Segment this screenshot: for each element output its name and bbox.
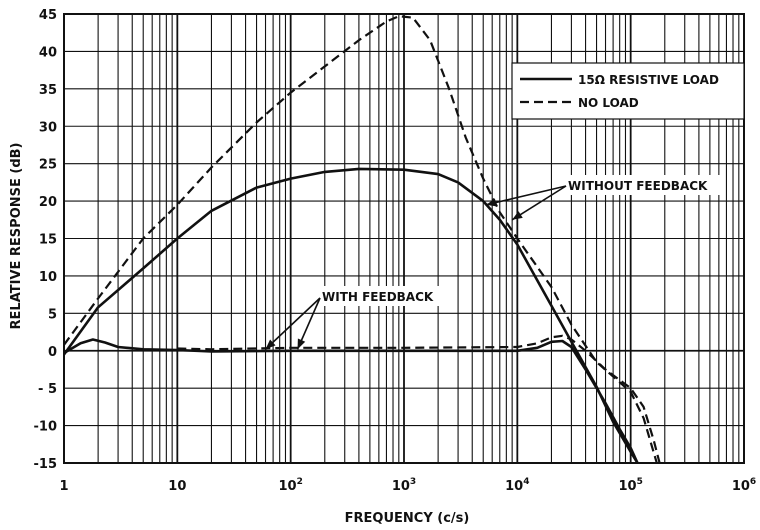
y-tick-labels: 45 40 35 30 25 20 15 10 5 0 - 5 -10 -15 bbox=[34, 8, 58, 472]
y-axis-label: RELATIVE RESPONSE (dB) bbox=[9, 143, 24, 330]
y-tick-label: 40 bbox=[39, 45, 57, 60]
annotation-arrowhead bbox=[512, 211, 523, 220]
annotation-bg bbox=[318, 286, 446, 306]
plot-frame bbox=[63, 13, 745, 464]
annotation-arrowhead bbox=[265, 339, 276, 350]
x-axis-label: FREQUENCY (c/s) bbox=[345, 511, 470, 526]
y-tick-label: -15 bbox=[34, 457, 58, 472]
annotation-bg bbox=[562, 175, 722, 195]
x-tick-label: 104 bbox=[505, 477, 529, 494]
y-tick-label: 25 bbox=[39, 158, 57, 173]
x-tick-exponent: 2 bbox=[297, 477, 303, 487]
x-tick-label: 102 bbox=[278, 477, 302, 494]
annotation-arrowhead bbox=[297, 338, 306, 350]
y-tick-label: 35 bbox=[39, 83, 57, 98]
y-tick-label: - 5 bbox=[38, 382, 57, 397]
series-line-with-feedback-no-load bbox=[177, 334, 661, 464]
annotation-without-feedback: WITHOUT FEEDBACK bbox=[562, 175, 722, 195]
x-tick-label: 103 bbox=[392, 477, 416, 494]
annotation-arrows bbox=[264, 185, 567, 350]
x-tick-labels: 1 10 102 103 104 105 106 bbox=[59, 477, 756, 494]
y-tick-label: 30 bbox=[39, 120, 57, 135]
legend: 15Ω RESISTIVE LOAD NO LOAD bbox=[511, 62, 745, 120]
legend-label-no-load: NO LOAD bbox=[578, 96, 639, 110]
annotation-arrow-line bbox=[485, 185, 567, 206]
annotation-arrow-line bbox=[511, 185, 567, 221]
y-tick-label: 20 bbox=[39, 195, 57, 210]
annotation-arrowhead bbox=[486, 198, 497, 207]
series-line-with-feedback-resistive-load bbox=[63, 338, 639, 464]
annotation-with-feedback-label: WITH FEEDBACK bbox=[322, 290, 434, 304]
y-tick-label: 15 bbox=[39, 233, 57, 248]
y-tick-label: 10 bbox=[39, 270, 57, 285]
annotation-without-feedback-label: WITHOUT FEEDBACK bbox=[568, 179, 708, 193]
x-tick-label: 1 bbox=[59, 479, 68, 494]
x-tick-label: 105 bbox=[618, 477, 642, 494]
legend-box bbox=[511, 62, 745, 120]
x-tick-exponent: 4 bbox=[523, 477, 529, 487]
x-tick-exponent: 3 bbox=[410, 477, 416, 487]
x-tick-exponent: 6 bbox=[750, 477, 756, 487]
series-line-without-feedback-no-load bbox=[63, 15, 658, 464]
annotation-with-feedback: WITH FEEDBACK bbox=[318, 286, 446, 306]
x-tick-label: 106 bbox=[732, 477, 756, 494]
legend-label-resistive-load: 15Ω RESISTIVE LOAD bbox=[578, 73, 719, 87]
y-tick-label: -10 bbox=[34, 420, 58, 435]
series-lines bbox=[62, 15, 661, 464]
x-tick-label: 10 bbox=[168, 479, 186, 494]
annotation-arrow-line bbox=[264, 297, 321, 350]
x-tick-exponent: 5 bbox=[637, 477, 643, 487]
y-tick-label: 0 bbox=[48, 345, 57, 360]
y-tick-label: 45 bbox=[39, 8, 57, 23]
y-tick-label: 5 bbox=[48, 307, 57, 322]
